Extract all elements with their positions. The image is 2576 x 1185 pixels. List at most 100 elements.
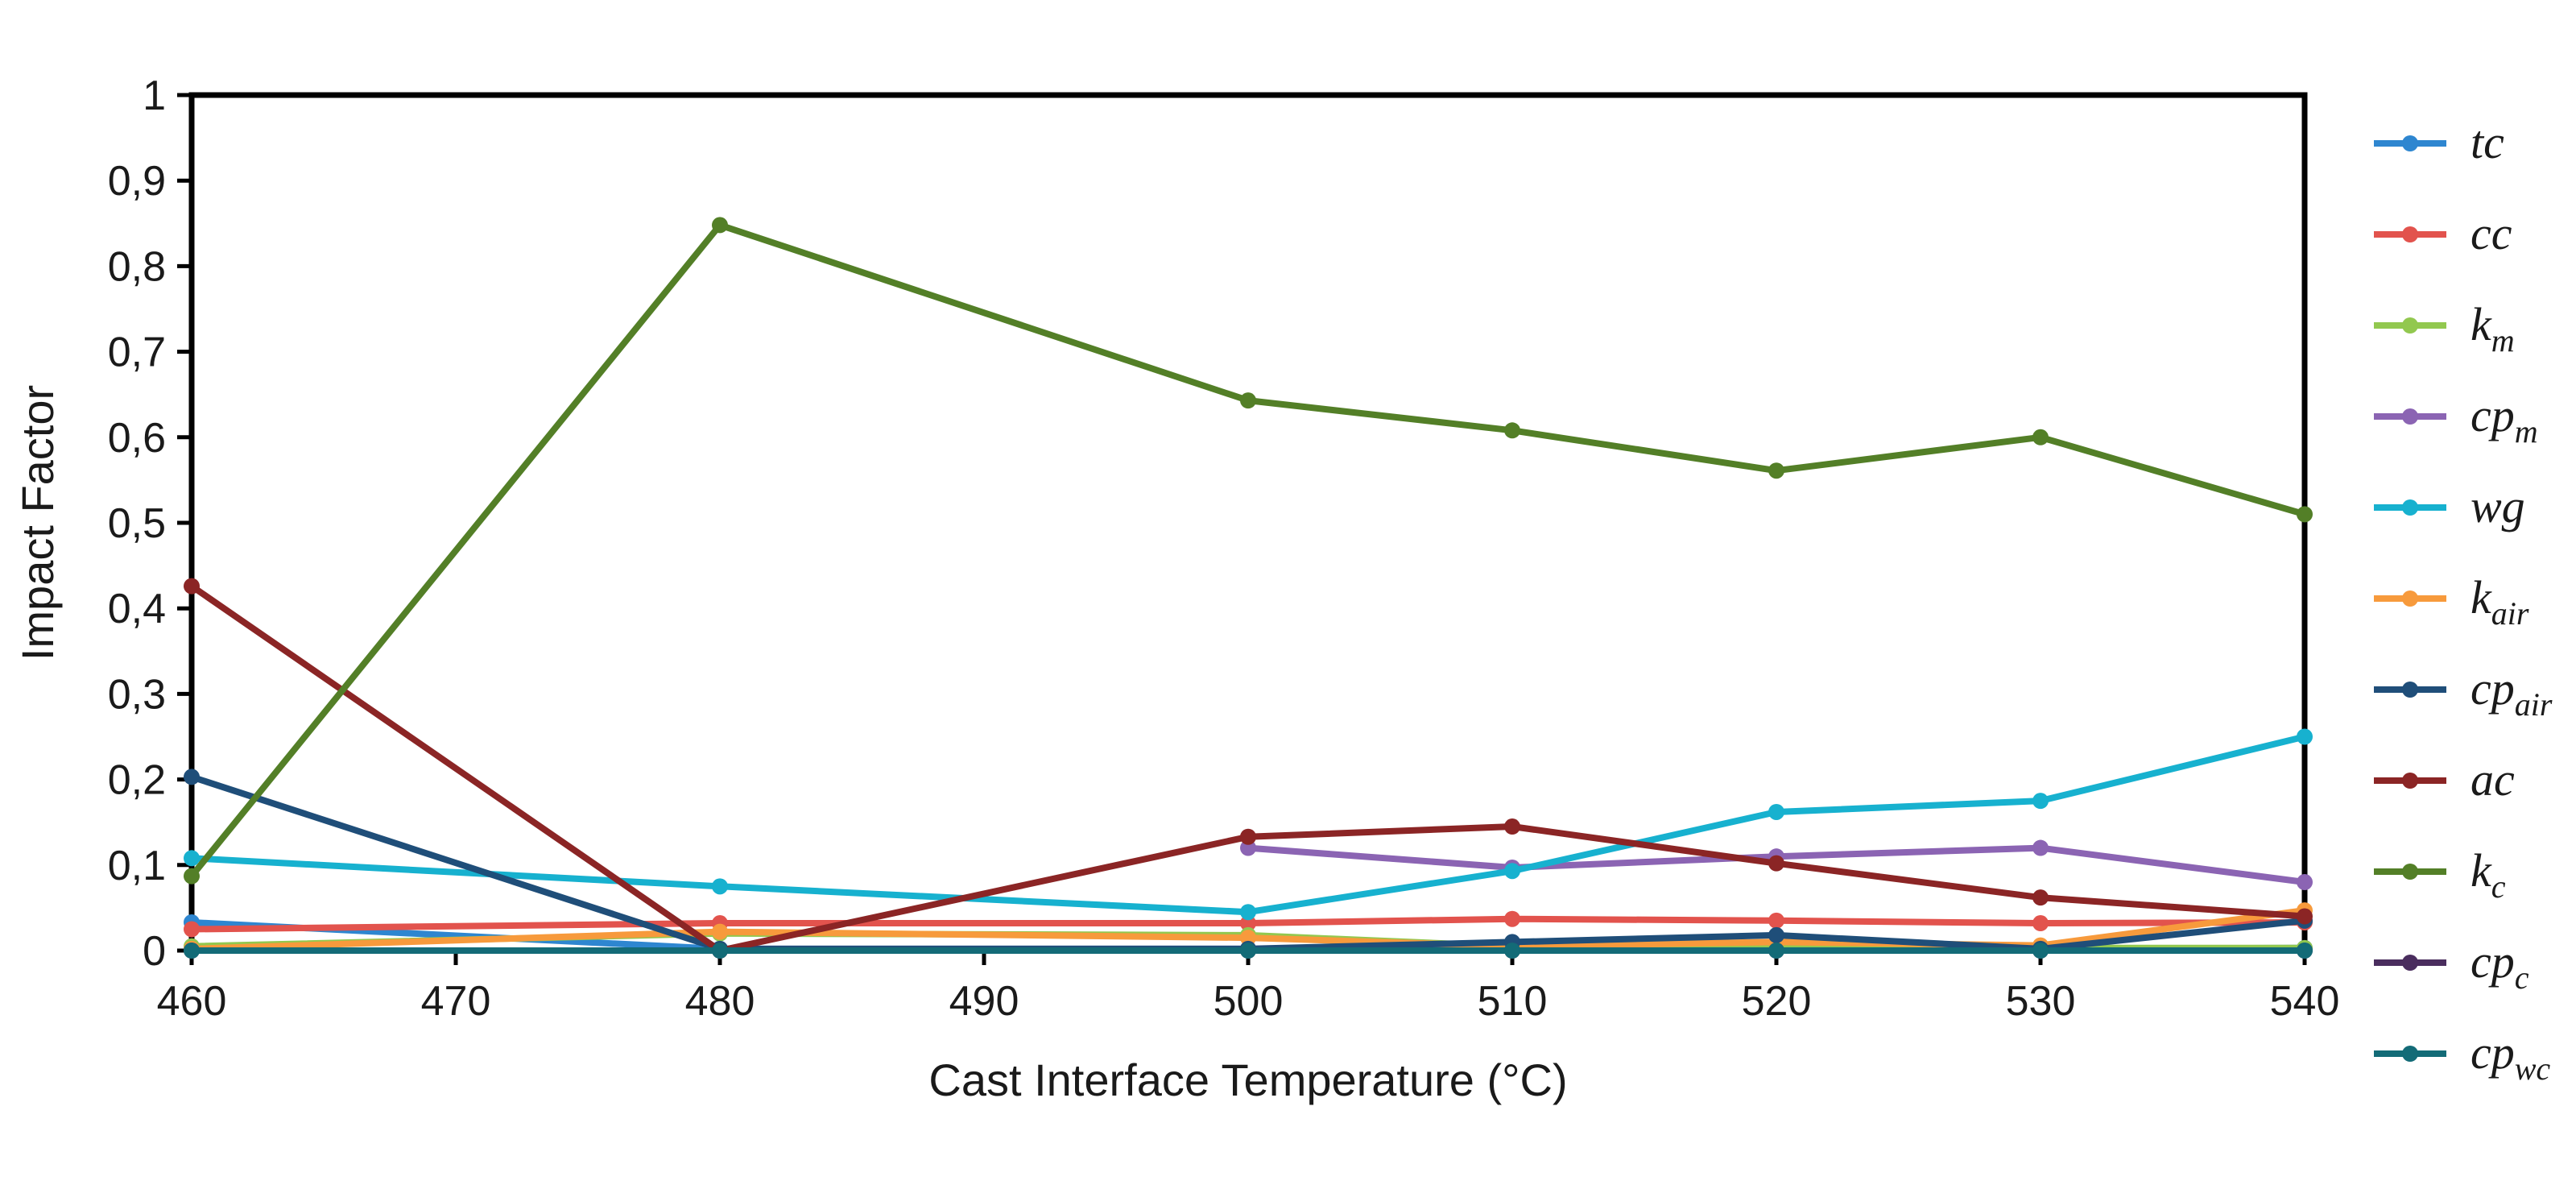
legend-item-wg: wg xyxy=(2374,480,2525,532)
legend-swatch-marker xyxy=(2402,499,2418,516)
legend-label: wg xyxy=(2471,480,2525,532)
data-point-kair xyxy=(712,923,728,940)
y-tick-label: 0,8 xyxy=(108,243,166,290)
legend-item-tc: tc xyxy=(2374,116,2504,168)
y-tick-label: 0,2 xyxy=(108,757,166,804)
legend-item-cpwc: cpwc xyxy=(2374,1026,2550,1087)
x-tick-label: 520 xyxy=(1742,978,1812,1025)
legend-label: cpc xyxy=(2471,935,2529,996)
data-point-cpm xyxy=(2032,839,2049,856)
data-point-wg xyxy=(2032,793,2049,810)
y-tick-label: 0,9 xyxy=(108,158,166,205)
data-point-wg xyxy=(1240,904,1256,921)
data-point-cc xyxy=(1504,910,1520,927)
data-point-cpwc xyxy=(2032,943,2049,959)
legend-swatch-marker xyxy=(2402,226,2418,242)
legend-label: ac xyxy=(2471,753,2515,806)
legend-label: cpwc xyxy=(2471,1026,2550,1087)
legend-item-cpc: cpc xyxy=(2374,935,2529,996)
data-point-cpm xyxy=(1240,839,1256,856)
legend-label: cpm xyxy=(2471,389,2538,450)
legend-label: tc xyxy=(2471,116,2504,168)
x-tick-label: 470 xyxy=(421,978,491,1025)
legend-label: kair xyxy=(2471,571,2529,632)
series-wg xyxy=(184,728,2313,921)
legend-swatch-marker xyxy=(2402,955,2418,971)
data-point-cpwc xyxy=(184,943,200,959)
data-point-cpwc xyxy=(712,943,728,959)
data-point-cpwc xyxy=(1504,943,1520,959)
data-point-kc xyxy=(2032,429,2049,445)
data-point-wg xyxy=(712,878,728,895)
data-point-cpwc xyxy=(1240,943,1256,959)
data-point-wg xyxy=(184,850,200,867)
legend-label: kc xyxy=(2471,844,2506,905)
legend-item-ac: ac xyxy=(2374,753,2515,806)
data-point-ac xyxy=(2297,908,2313,925)
y-tick-label: 0,4 xyxy=(108,586,166,632)
data-point-cc xyxy=(2032,915,2049,932)
x-tick-label: 460 xyxy=(157,978,227,1025)
x-axis-title: Cast Interface Temperature (°C) xyxy=(928,1054,1567,1105)
legend-swatch-marker xyxy=(2402,590,2418,607)
legend-label: km xyxy=(2471,298,2515,358)
legend-swatch-marker xyxy=(2402,408,2418,425)
legend-item-cc: cc xyxy=(2374,207,2512,259)
data-point-cpm xyxy=(2297,874,2313,891)
legend-swatch-marker xyxy=(2402,1046,2418,1062)
legend: tc cc km cpm wg kair cpair ac kc cpc cpwc xyxy=(2374,116,2553,1087)
legend-label: cpair xyxy=(2471,662,2553,723)
data-point-ac xyxy=(1240,828,1256,845)
legend-swatch-marker xyxy=(2402,135,2418,151)
y-tick-label: 0,7 xyxy=(108,329,166,376)
series-kc xyxy=(184,217,2313,885)
data-point-wg xyxy=(1768,803,1784,820)
data-point-kair xyxy=(1240,930,1256,947)
x-tick-label: 510 xyxy=(1478,978,1548,1025)
data-point-kc xyxy=(1240,392,1256,409)
data-point-cc xyxy=(184,921,200,938)
data-point-ac xyxy=(1768,855,1784,872)
data-point-cpwc xyxy=(1768,943,1784,959)
legend-item-cpm: cpm xyxy=(2374,389,2538,450)
data-point-cpwc xyxy=(2297,943,2313,959)
y-tick-label: 0,1 xyxy=(108,843,166,889)
data-point-ac xyxy=(1504,818,1520,835)
y-tick-label: 0,5 xyxy=(108,500,166,547)
data-point-cpair xyxy=(184,769,200,785)
legend-item-kair: kair xyxy=(2374,571,2529,632)
legend-item-km: km xyxy=(2374,298,2515,358)
x-tick-label: 490 xyxy=(949,978,1019,1025)
data-point-ac xyxy=(184,578,200,595)
legend-item-kc: kc xyxy=(2374,844,2506,905)
x-tick-label: 530 xyxy=(2006,978,2076,1025)
data-point-ac xyxy=(2032,889,2049,906)
y-tick-label: 1 xyxy=(143,73,166,119)
x-tick-label: 500 xyxy=(1214,978,1284,1025)
legend-swatch-marker xyxy=(2402,864,2418,880)
data-point-kc xyxy=(184,868,200,885)
legend-label: cc xyxy=(2471,207,2512,259)
legend-swatch-marker xyxy=(2402,773,2418,789)
legend-item-cpair: cpair xyxy=(2374,662,2553,723)
data-point-cc xyxy=(1768,912,1784,929)
legend-swatch-marker xyxy=(2402,682,2418,698)
y-tick-label: 0 xyxy=(143,928,166,975)
data-point-kc xyxy=(712,217,728,234)
plot-area: 0 0,1 0,2 0,3 0,4 0,5 0,6 0,7 0,8 0,9 1 460 470 480 49… xyxy=(108,73,2340,1025)
data-point-cpair xyxy=(1768,926,1784,943)
data-point-wg xyxy=(1504,863,1520,880)
y-tick-label: 0,3 xyxy=(108,671,166,718)
y-tick-label: 0,6 xyxy=(108,415,166,462)
x-tick-label: 540 xyxy=(2270,978,2340,1025)
legend-swatch-marker xyxy=(2402,317,2418,334)
data-point-cc xyxy=(1240,915,1256,932)
data-point-kc xyxy=(1504,422,1520,439)
x-tick-label: 480 xyxy=(685,978,755,1025)
series-cpwc xyxy=(184,943,2313,959)
data-point-wg xyxy=(2297,728,2313,745)
data-point-kc xyxy=(2297,506,2313,523)
data-point-kc xyxy=(1768,462,1784,479)
